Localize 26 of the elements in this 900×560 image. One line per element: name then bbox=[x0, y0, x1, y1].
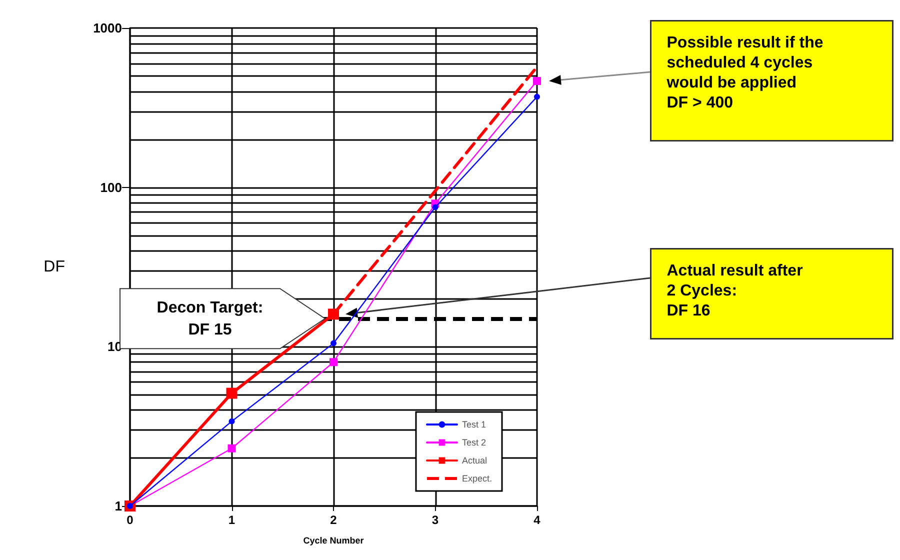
legend-label: Test 2 bbox=[462, 438, 486, 448]
x-tick-label: 2 bbox=[330, 513, 338, 527]
point bbox=[330, 340, 336, 346]
point bbox=[228, 444, 236, 452]
x-tick-label: 4 bbox=[534, 513, 541, 527]
x-tick-label: 3 bbox=[432, 513, 439, 527]
point bbox=[330, 358, 338, 366]
ref-line-label: Decon Target: DF 15 bbox=[156, 300, 264, 339]
point bbox=[432, 204, 438, 210]
point bbox=[226, 388, 238, 399]
x-axis-title: Cycle Number bbox=[303, 536, 364, 546]
y-tick-label: 100 bbox=[100, 180, 122, 195]
y-tick-label: 1 bbox=[114, 498, 122, 514]
point bbox=[534, 94, 540, 100]
y-axis-title: DF bbox=[44, 258, 66, 276]
text: Actual result after 2 Cycles: DF 16 bbox=[666, 262, 803, 320]
point bbox=[533, 76, 541, 85]
x-tick-label: 1 bbox=[228, 513, 236, 527]
x-tick-label: 0 bbox=[126, 513, 134, 527]
point bbox=[228, 418, 235, 424]
legend-label: Expect. bbox=[462, 474, 492, 484]
y-tick-label: 1000 bbox=[93, 20, 122, 36]
point bbox=[328, 308, 339, 320]
legend-label: Actual bbox=[462, 456, 487, 466]
legend-label: Test 1 bbox=[462, 420, 486, 430]
text: Possible result if the scheduled 4 cycles would be applied DF > 400 bbox=[666, 34, 824, 112]
